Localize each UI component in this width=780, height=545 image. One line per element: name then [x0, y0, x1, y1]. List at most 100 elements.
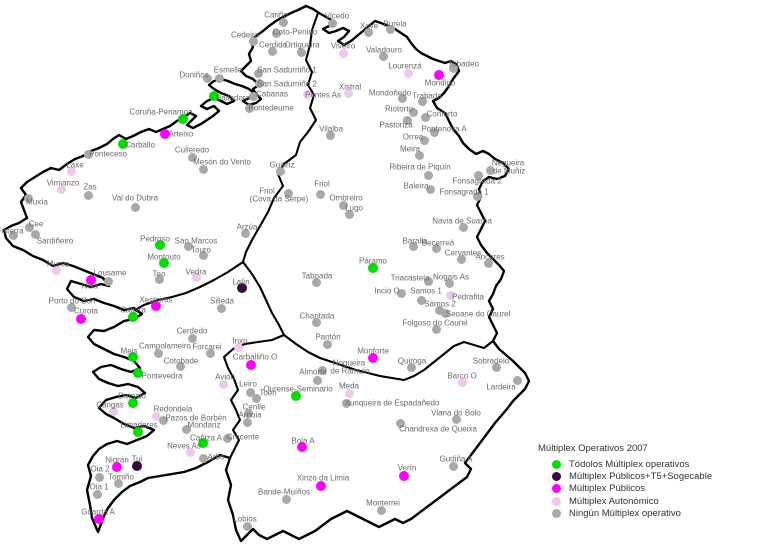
station-dot [429, 127, 439, 137]
station-label: Cariño [264, 10, 288, 20]
station-dot [291, 391, 301, 401]
station-label: Seoane do Caurel [445, 309, 511, 319]
station-label: Gudiña A [439, 454, 473, 464]
station-dot [485, 165, 495, 175]
station-label: Lourenzá [388, 61, 422, 71]
station-label: Orrea [402, 132, 424, 142]
station-dot [316, 481, 326, 491]
station-dot [248, 36, 258, 46]
station-label: Pazos de Borbén [165, 413, 227, 423]
station-dot [175, 361, 185, 371]
station-dot [183, 241, 193, 251]
station-dot [214, 73, 224, 83]
station-label: Quiroga [397, 356, 427, 366]
station-dot [103, 276, 113, 286]
station-label: Lardeira [486, 382, 516, 392]
station-label: Ourense-Seminario [263, 384, 333, 394]
station-label: San Sadurniño 2 [257, 79, 317, 89]
station-dot [281, 494, 291, 504]
station-dot [483, 258, 493, 268]
station-label: Oia 1 [89, 482, 109, 492]
galicia-outline [2, 4, 531, 543]
legend-title: Múltiplex Operativos 2007 [538, 443, 648, 454]
station-label: Curota [73, 306, 99, 316]
station-dot [491, 362, 501, 372]
station-label: Carballiño O [232, 352, 278, 362]
station-dot [317, 365, 327, 375]
station-label: Oia 2 [90, 464, 110, 474]
station-label: Almorte [299, 367, 327, 377]
station-dot [311, 317, 321, 327]
station-dot [233, 342, 243, 352]
station-dot [396, 288, 406, 298]
station-label: Coto-Penido [272, 27, 318, 37]
legend-item-label: Múltiplex Autonómico [569, 495, 659, 507]
station-dot [94, 472, 104, 482]
legend-dot-publicos-icon [552, 484, 561, 494]
station-dot [198, 250, 208, 260]
station-label: Fonsagrada 1 [439, 187, 489, 197]
station-label: Toén [259, 388, 277, 398]
station-label: Chandrexa de Queixa [399, 424, 477, 434]
station-dot [414, 150, 424, 160]
station-dot [444, 278, 454, 288]
station-label: Vicedo [324, 11, 350, 21]
station-dot [153, 348, 163, 358]
station-label: Barco O [447, 371, 477, 381]
station-dot [132, 461, 142, 471]
station-dot [416, 295, 426, 305]
station-label: Navia de Suarna [432, 216, 492, 226]
station-label: Ponteceso [89, 149, 127, 159]
station-label: Mesón do Vento [193, 157, 251, 167]
station-label: Cee [28, 219, 44, 229]
station-label: Trabada [412, 91, 442, 101]
legend-item-none: Ningún Múltiplex operativo [538, 508, 712, 520]
station-label: Pastoriza [379, 120, 413, 130]
station-label: Carballo [125, 140, 155, 150]
station-label: Leiro [239, 379, 257, 389]
station-label: Cenlle [242, 402, 266, 412]
station-label: Samos 2 [424, 299, 456, 309]
station-dot [155, 240, 165, 250]
station-dot [344, 388, 354, 398]
station-dot [158, 415, 168, 425]
station-label: Pontes As [304, 90, 342, 100]
station-dot [448, 63, 458, 73]
station-dot [253, 68, 263, 78]
station-label: Pontedeume [248, 103, 294, 113]
station-label: Baralla [402, 236, 428, 246]
legend-dot-publicos-t5-sogecable-icon [552, 472, 561, 482]
station-dot [417, 96, 427, 106]
station-dot [315, 189, 325, 199]
station-dot [423, 170, 433, 180]
station-dot [434, 305, 444, 315]
legend-item-label: Ningún Múltiplex operativo [569, 508, 681, 520]
station-dot [419, 135, 429, 145]
station-label: Arteixo [168, 129, 194, 139]
station-dot [473, 170, 483, 180]
station-label: Ortigueira [284, 40, 320, 50]
station-label: Sobradelo [472, 356, 510, 366]
legend-item-label: Tódolos Múltiplex operativos [569, 458, 690, 470]
station-label: Ancares [475, 252, 505, 262]
station-label: Monforte [357, 346, 389, 356]
legend-item-autonomico: Múltiplex Autonómico [538, 495, 712, 507]
station-dot [408, 241, 418, 251]
station-dot [423, 276, 433, 286]
station-dot [378, 51, 388, 61]
station-dot [112, 462, 122, 472]
station-label: de Ramuín [330, 366, 370, 376]
station-label: Lugo [345, 203, 363, 213]
station-label: Mondoñedo [368, 88, 412, 98]
station-dot [448, 461, 458, 471]
station-dot [94, 514, 104, 524]
station-dot [267, 46, 277, 56]
station-dot [92, 489, 102, 499]
station-label: Domaio [118, 391, 146, 401]
station-label: Negueira [491, 158, 525, 168]
station-dot [338, 200, 348, 210]
station-label: Laxe [66, 160, 84, 170]
station-dot [24, 222, 34, 232]
station-dot [403, 68, 413, 78]
station-label: Pontevedra [141, 371, 183, 381]
